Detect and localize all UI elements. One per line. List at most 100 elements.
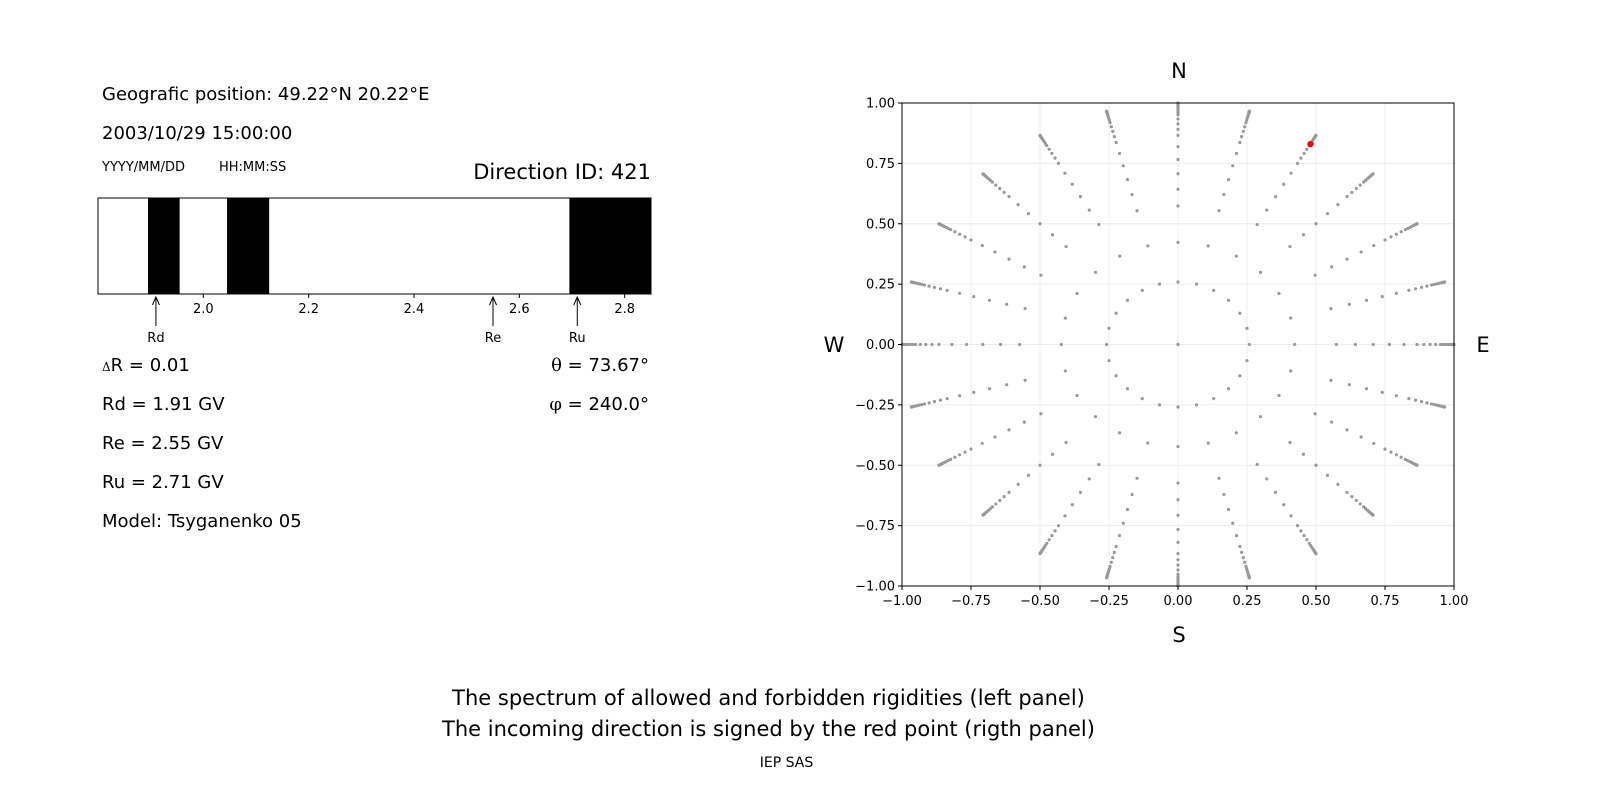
- direction-grid-point: [1022, 265, 1026, 269]
- direction-grid-point: [1176, 106, 1180, 110]
- direction-grid-point: [911, 280, 915, 284]
- direction-grid-point: [994, 502, 998, 506]
- date-format-label: YYYY/MM/DD: [102, 160, 185, 175]
- y-tick-label: 0.75: [866, 157, 895, 172]
- direction-grid-point: [1419, 400, 1424, 404]
- direction-grid-point: [911, 405, 915, 409]
- direction-grid-point: [1107, 116, 1111, 120]
- direction-grid-point: [1026, 473, 1031, 477]
- direction-grid-point: [1038, 551, 1042, 556]
- x-tick-label: −0.75: [951, 594, 991, 609]
- direction-grid-point: [963, 450, 967, 454]
- direction-grid-point: [1063, 171, 1067, 175]
- direction-grid-point: [953, 230, 957, 234]
- direction-grid-point: [909, 280, 914, 284]
- direction-grid-point: [1070, 503, 1074, 507]
- direction-grid-point: [1176, 563, 1180, 567]
- direction-grid-point: [910, 280, 914, 284]
- direction-grid-point: [1380, 295, 1384, 299]
- direction-grid-point: [908, 342, 912, 347]
- direction-grid-point: [1005, 383, 1009, 387]
- y-tick-label: 0.50: [866, 217, 895, 232]
- direction-grid-point: [1125, 177, 1130, 182]
- direction-grid-point: [1277, 393, 1281, 398]
- direction-grid-point: [1247, 342, 1252, 347]
- direction-grid-point: [1212, 288, 1216, 292]
- spectrum-ticks: 2.0 2.2 2.4 2.6 2.8: [193, 294, 635, 317]
- y-tick-label: 0.25: [866, 278, 895, 293]
- direction-grid-point: [983, 173, 987, 177]
- delta-r-value: ΔR = 0.01: [102, 355, 190, 376]
- direction-grid-point: [1312, 548, 1316, 553]
- direction-grid-point: [1234, 533, 1239, 538]
- direction-grid-point: [1432, 402, 1436, 407]
- direction-grid-point: [1247, 574, 1251, 579]
- direction-grid-point: [1176, 582, 1180, 586]
- direction-grid-point: [915, 281, 919, 285]
- direction-grid-point: [1130, 192, 1134, 197]
- x-tick-label: 0.75: [1371, 594, 1400, 609]
- direction-grid-point: [1438, 281, 1443, 285]
- direction-grid-point: [1441, 280, 1445, 284]
- direction-grid-point: [1241, 129, 1245, 133]
- direction-grid-point: [1075, 291, 1079, 296]
- direction-grid-point: [1440, 404, 1444, 408]
- direction-id: Direction ID: 421: [473, 160, 651, 184]
- direction-grid-point: [1114, 544, 1118, 549]
- direction-grid-point: [1313, 134, 1317, 139]
- datetime: 2003/10/29 15:00:00: [102, 123, 293, 144]
- model-name: Model: Tsyganenko 05: [102, 511, 302, 532]
- direction-grid-point: [1176, 583, 1180, 588]
- direction-grid-point: [1234, 254, 1238, 258]
- direction-grid-point: [1042, 545, 1046, 550]
- direction-grid-point: [1403, 228, 1407, 232]
- direction-grid-point: [1282, 503, 1286, 507]
- direction-grid-point: [922, 402, 927, 406]
- direction-grid-point: [1176, 527, 1180, 532]
- direction-grid-point: [939, 223, 943, 227]
- direction-grid-point: [981, 513, 985, 517]
- direction-grid-point: [1389, 450, 1393, 454]
- direction-grid-point: [1023, 307, 1027, 311]
- incoming-direction-point: [1307, 140, 1314, 148]
- direction-grid-point: [1245, 359, 1249, 363]
- geographic-position: Geografic position: 49.22°N 20.22°E: [102, 84, 430, 105]
- direction-grid-point: [1194, 403, 1199, 407]
- direction-grid-point: [984, 174, 988, 178]
- direction-grid-point: [1007, 195, 1011, 199]
- direction-grid-point: [1406, 458, 1410, 463]
- direction-grid-point: [1176, 101, 1180, 105]
- direction-grid-point: [906, 342, 910, 347]
- direction-grid-point: [1075, 393, 1079, 398]
- direction-grid-point: [1243, 125, 1247, 129]
- direction-grid-point: [1176, 444, 1180, 449]
- direction-grid-point: [1111, 129, 1115, 133]
- direction-grid-point: [1448, 342, 1452, 347]
- direction-grid-point: [1354, 186, 1358, 191]
- direction-grid-point: [1039, 135, 1043, 139]
- direction-grid-point: [1247, 575, 1251, 579]
- direction-grid-point: [1415, 342, 1419, 347]
- direction-grid-point: [1038, 133, 1042, 138]
- direction-grid-point: [1277, 291, 1281, 296]
- direction-grid-point: [1118, 431, 1122, 435]
- direction-grid-point: [1059, 342, 1063, 347]
- direction-grid-point: [1302, 533, 1306, 538]
- direction-grid-point: [1419, 285, 1424, 289]
- direction-grid-point: [938, 287, 943, 291]
- direction-grid-point: [1442, 280, 1447, 284]
- direction-grid-point: [1307, 143, 1311, 148]
- direction-grid-point: [927, 284, 931, 288]
- direction-grid-point: [900, 342, 904, 347]
- direction-grid-point: [1026, 212, 1031, 216]
- direction-grid-point: [1176, 108, 1180, 112]
- direction-grid-point: [1045, 143, 1049, 148]
- direction-grid-point: [1247, 110, 1251, 114]
- direction-grid-point: [1112, 550, 1116, 554]
- direction-grid-point: [1301, 452, 1306, 456]
- direction-grid-point: [1273, 195, 1278, 199]
- direction-grid-point: [1176, 101, 1180, 105]
- direction-grid-point: [1112, 135, 1116, 139]
- caption-line-2: The incoming direction is signed by the …: [442, 717, 1095, 741]
- forbidden-band: [569, 198, 651, 294]
